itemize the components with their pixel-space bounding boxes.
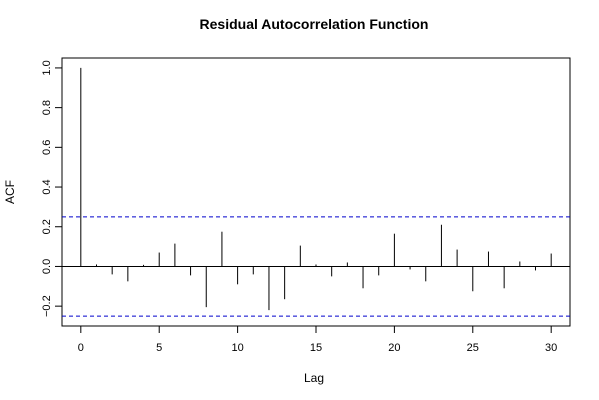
y-tick-label: 1.0 xyxy=(41,60,53,75)
y-tick-label: 0.8 xyxy=(41,100,53,115)
x-axis-label: Lag xyxy=(304,371,324,385)
y-tick-label: 0.2 xyxy=(41,219,53,234)
y-tick-label: 0.6 xyxy=(41,140,53,155)
y-tick-label: 0.0 xyxy=(41,259,53,274)
x-tick-label: 5 xyxy=(156,342,162,354)
x-tick-label: 0 xyxy=(78,342,84,354)
x-tick-label: 20 xyxy=(388,342,400,354)
acf-bars xyxy=(80,67,552,311)
x-tick-label: 15 xyxy=(310,342,322,354)
y-axis-label: ACF xyxy=(3,180,17,204)
x-tick-label: 10 xyxy=(231,342,243,354)
plot-frame xyxy=(61,57,571,327)
y-axis: −0.2 0.0 0.2 0.4 0.6 0.8 1.0 xyxy=(41,60,63,317)
y-tick-label: 0.4 xyxy=(41,179,53,194)
x-axis: 0 5 10 15 20 25 30 xyxy=(78,325,557,354)
chart-title: Residual Autocorrelation Function xyxy=(200,16,429,32)
y-tick-label: −0.2 xyxy=(41,295,53,317)
reference-lines xyxy=(62,216,570,317)
x-tick-label: 30 xyxy=(545,342,557,354)
x-tick-label: 25 xyxy=(467,342,479,354)
